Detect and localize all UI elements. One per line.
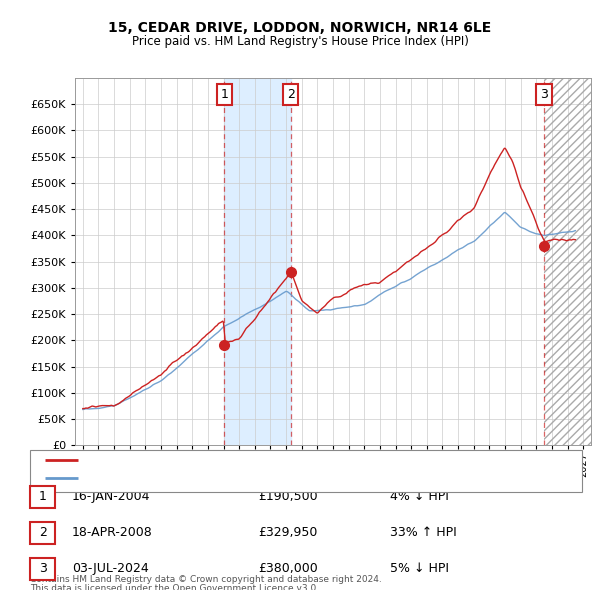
Bar xyxy=(224,78,291,445)
Text: 15, CEDAR DRIVE, LODDON, NORWICH, NR14 6LE: 15, CEDAR DRIVE, LODDON, NORWICH, NR14 6… xyxy=(109,21,491,35)
Text: 2: 2 xyxy=(38,526,47,539)
Text: £190,500: £190,500 xyxy=(258,490,317,503)
Text: HPI: Average price, detached house, South Norfolk: HPI: Average price, detached house, Sout… xyxy=(84,473,348,483)
Text: £380,000: £380,000 xyxy=(258,562,318,575)
Text: 3: 3 xyxy=(38,562,47,575)
Text: Price paid vs. HM Land Registry's House Price Index (HPI): Price paid vs. HM Land Registry's House … xyxy=(131,35,469,48)
Text: 5% ↓ HPI: 5% ↓ HPI xyxy=(390,562,449,575)
Bar xyxy=(544,78,591,445)
Text: This data is licensed under the Open Government Licence v3.0.: This data is licensed under the Open Gov… xyxy=(30,584,319,590)
Text: 1: 1 xyxy=(38,490,47,503)
Bar xyxy=(544,78,591,445)
Text: 03-JUL-2024: 03-JUL-2024 xyxy=(72,562,149,575)
Text: 15, CEDAR DRIVE, LODDON, NORWICH, NR14 6LE (detached house): 15, CEDAR DRIVE, LODDON, NORWICH, NR14 6… xyxy=(84,455,437,465)
Text: Contains HM Land Registry data © Crown copyright and database right 2024.: Contains HM Land Registry data © Crown c… xyxy=(30,575,382,584)
Text: 3: 3 xyxy=(540,88,548,101)
Text: 2: 2 xyxy=(287,88,295,101)
Text: £329,950: £329,950 xyxy=(258,526,317,539)
Text: 33% ↑ HPI: 33% ↑ HPI xyxy=(390,526,457,539)
Text: 1: 1 xyxy=(220,88,228,101)
Text: 18-APR-2008: 18-APR-2008 xyxy=(72,526,153,539)
Text: 4% ↓ HPI: 4% ↓ HPI xyxy=(390,490,449,503)
Text: 16-JAN-2004: 16-JAN-2004 xyxy=(72,490,151,503)
